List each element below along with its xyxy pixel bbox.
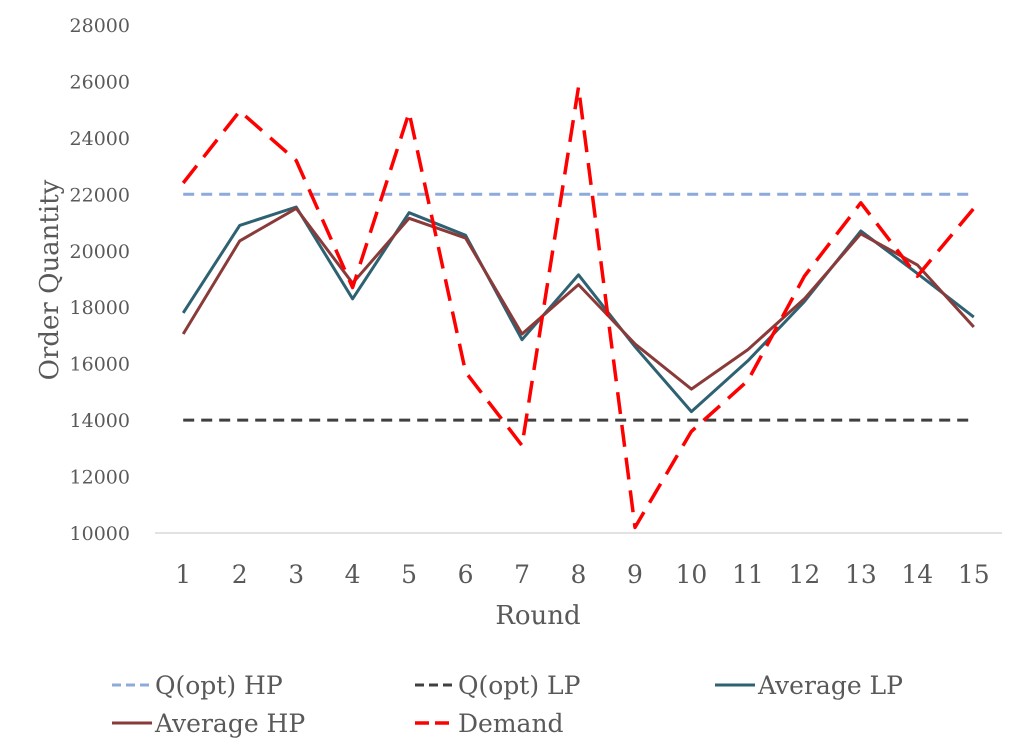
x-tick-label: 15 bbox=[958, 560, 990, 589]
legend: Q(opt) HP Q(opt) LP Average LP Average HP De… bbox=[112, 671, 903, 738]
x-axis-title: Round bbox=[495, 601, 580, 631]
x-tick-label: 9 bbox=[627, 560, 643, 589]
x-tick-label: 4 bbox=[345, 560, 361, 589]
legend-item-q-opt-lp: Q(opt) LP bbox=[415, 671, 580, 700]
legend-item-average-hp: Average HP bbox=[112, 709, 305, 738]
series-line-average-hp bbox=[181, 206, 975, 391]
y-tick-label: 16000 bbox=[70, 354, 130, 376]
x-axis-ticks: 1 2 3 4 5 6 7 8 9 10 11 12 13 14 15 bbox=[175, 560, 989, 589]
y-tick-label: 26000 bbox=[70, 71, 130, 93]
legend-label: Q(opt) LP bbox=[458, 671, 580, 700]
x-tick-label: 6 bbox=[458, 560, 474, 589]
legend-item-average-lp: Average LP bbox=[715, 671, 903, 700]
y-tick-label: 24000 bbox=[70, 128, 130, 150]
x-tick-label: 11 bbox=[732, 560, 764, 589]
y-tick-label: 28000 bbox=[70, 15, 130, 37]
x-tick-label: 12 bbox=[788, 560, 820, 589]
series-line-average-lp bbox=[181, 205, 975, 414]
x-tick-label: 3 bbox=[288, 560, 304, 589]
series-line-demand bbox=[181, 85, 976, 530]
series-layer bbox=[181, 85, 976, 530]
x-tick-label: 8 bbox=[571, 560, 587, 589]
x-tick-label: 2 bbox=[232, 560, 248, 589]
legend-label: Demand bbox=[458, 709, 564, 738]
legend-label: Q(opt) HP bbox=[155, 671, 283, 700]
y-tick-label: 12000 bbox=[70, 467, 130, 489]
legend-item-demand: Demand bbox=[415, 709, 564, 738]
y-axis-ticks: 10000 12000 14000 16000 18000 20000 22000 24000… bbox=[70, 15, 130, 545]
y-tick-label: 20000 bbox=[70, 241, 130, 263]
x-tick-label: 7 bbox=[514, 560, 530, 589]
y-tick-label: 22000 bbox=[70, 184, 130, 206]
x-tick-label: 5 bbox=[401, 560, 417, 589]
y-tick-label: 18000 bbox=[70, 297, 130, 319]
x-tick-label: 10 bbox=[676, 560, 708, 589]
legend-label: Average LP bbox=[757, 671, 903, 700]
y-axis-title: Order Quantity bbox=[35, 179, 65, 380]
x-tick-label: 14 bbox=[901, 560, 933, 589]
legend-label: Average HP bbox=[154, 709, 305, 738]
x-tick-label: 1 bbox=[175, 560, 191, 589]
y-tick-label: 10000 bbox=[70, 523, 130, 545]
x-tick-label: 13 bbox=[845, 560, 877, 589]
legend-item-q-opt-hp: Q(opt) HP bbox=[112, 671, 283, 700]
y-tick-label: 14000 bbox=[70, 410, 130, 432]
